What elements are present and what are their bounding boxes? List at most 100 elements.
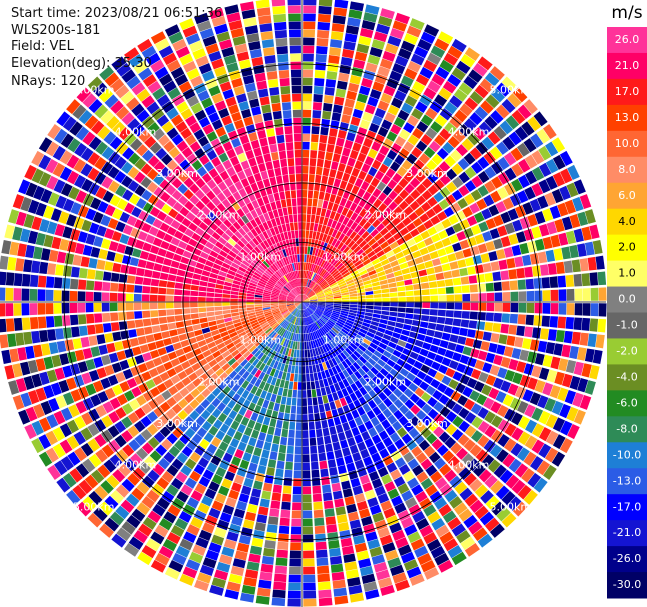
gate-cell <box>328 319 336 326</box>
gate-cell <box>424 335 434 344</box>
gate-cell <box>434 497 448 510</box>
gate-cell <box>227 379 236 389</box>
gate-cell <box>282 276 288 284</box>
gate-cell <box>579 194 592 209</box>
gate-cell <box>173 439 186 451</box>
gate-cell <box>438 302 447 309</box>
gate-cell <box>153 173 165 186</box>
gate-cell <box>449 261 459 270</box>
gate-cell <box>211 397 221 408</box>
gate-cell <box>327 245 334 254</box>
gate-cell <box>287 282 293 290</box>
gate-cell <box>493 125 507 140</box>
gate-cell <box>304 246 308 255</box>
gate-cell <box>354 205 363 215</box>
gate-cell <box>306 308 311 316</box>
gate-cell <box>279 404 286 413</box>
ring-label: 1.00km <box>240 250 282 263</box>
gate-cell <box>208 481 220 492</box>
gate-cell <box>290 246 295 255</box>
gate-cell <box>175 275 185 283</box>
gate-cell <box>457 259 467 268</box>
gate-cell <box>137 231 148 241</box>
gate-cell <box>354 389 363 399</box>
gate-cell <box>332 153 341 163</box>
gate-cell <box>268 210 275 220</box>
gate-cell <box>341 545 355 556</box>
gate-cell <box>463 152 476 165</box>
gate-cell <box>320 126 329 136</box>
gate-cell <box>430 302 439 309</box>
gate-cell <box>397 48 412 60</box>
gate-cell <box>482 231 493 242</box>
gate-cell <box>231 287 240 292</box>
gate-cell <box>279 191 286 200</box>
gate-cell <box>202 557 217 569</box>
gate-cell <box>266 128 275 137</box>
gate-cell <box>274 324 281 332</box>
gate-cell <box>589 272 599 286</box>
gate-cell <box>286 322 291 331</box>
gate-cell <box>322 286 331 291</box>
gate-cell <box>399 189 410 200</box>
gate-cell <box>141 475 155 489</box>
gate-cell <box>280 436 288 446</box>
gate-cell <box>328 55 340 65</box>
gate-cell <box>437 287 446 295</box>
gate-cell <box>376 181 387 192</box>
gate-cell <box>310 340 315 349</box>
gate-cell <box>316 291 324 296</box>
gate-cell <box>193 129 205 140</box>
gate-cell <box>211 387 222 397</box>
gate-cell <box>349 519 362 530</box>
gate-cell <box>278 444 287 454</box>
gate-cell <box>191 232 201 242</box>
gate-cell <box>459 267 468 277</box>
gate-cell <box>372 376 381 385</box>
gate-cell <box>47 124 61 140</box>
gate-cell <box>403 232 413 242</box>
colorbar-tick-label: 8.0 <box>618 163 636 176</box>
gate-cell <box>319 250 325 258</box>
gate-cell <box>153 263 163 272</box>
gate-cell <box>241 9 256 20</box>
gate-cell <box>418 327 428 335</box>
gate-cell <box>290 534 301 543</box>
gate-cell <box>449 334 459 343</box>
gate-cell <box>326 253 333 262</box>
gate-cell <box>485 282 494 292</box>
gate-cell <box>86 313 95 324</box>
gate-cell <box>309 300 318 302</box>
gate-cell <box>190 490 203 502</box>
gate-cell <box>98 344 108 356</box>
gate-cell <box>292 238 296 247</box>
gate-cell <box>215 314 224 320</box>
gate-cell <box>519 349 530 362</box>
gate-cell <box>375 23 390 35</box>
gate-cell <box>190 290 199 297</box>
gate-cell <box>302 302 307 309</box>
gate-cell <box>441 237 452 247</box>
gate-cell <box>521 468 535 483</box>
gate-cell <box>258 15 272 25</box>
gate-cell <box>309 294 317 299</box>
gate-cell <box>501 281 510 291</box>
gate-cell <box>345 335 354 342</box>
gate-cell <box>423 237 434 246</box>
gate-cell <box>269 368 276 377</box>
gate-cell <box>363 383 373 393</box>
gate-cell <box>166 159 178 171</box>
gate-cell <box>340 310 349 315</box>
gate-cell <box>266 268 274 276</box>
gate-cell <box>464 97 479 111</box>
gate-cell <box>271 293 279 297</box>
gate-cell <box>423 358 434 367</box>
gate-cell <box>505 115 520 130</box>
gate-cell <box>310 315 315 323</box>
gate-cell <box>248 496 260 506</box>
gate-cell <box>337 241 344 250</box>
gate-cell <box>274 427 282 437</box>
gate-cell <box>451 163 464 176</box>
gate-cell <box>477 434 490 448</box>
gate-cell <box>478 469 492 483</box>
